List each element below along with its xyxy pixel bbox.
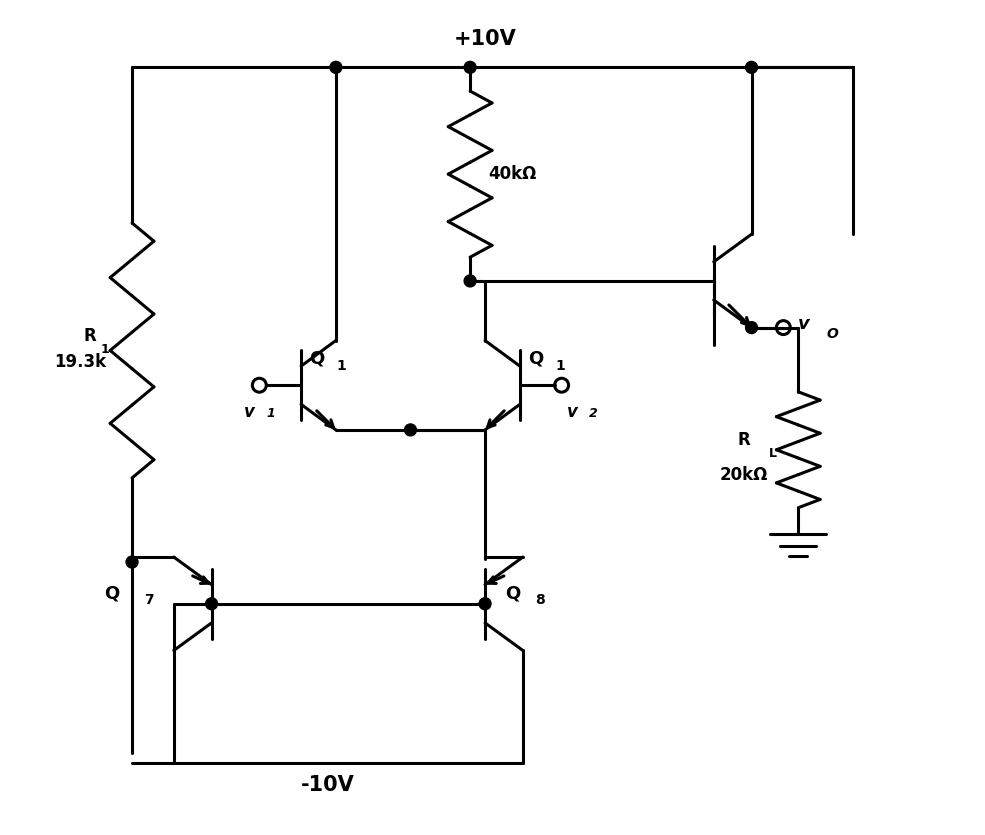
Circle shape: [746, 321, 757, 333]
Text: O: O: [826, 326, 838, 341]
Circle shape: [126, 556, 138, 568]
Circle shape: [206, 598, 218, 610]
Text: Q: Q: [505, 584, 520, 603]
Text: L: L: [768, 447, 776, 460]
Text: R: R: [737, 431, 750, 449]
Circle shape: [746, 62, 757, 73]
Text: v: v: [798, 315, 810, 332]
Text: Q: Q: [528, 349, 543, 367]
Text: -10V: -10V: [300, 775, 355, 795]
Text: 40kΩ: 40kΩ: [488, 165, 537, 183]
Text: Q: Q: [104, 584, 120, 603]
Circle shape: [330, 62, 342, 73]
Text: 1: 1: [556, 359, 565, 373]
Text: v: v: [243, 403, 254, 421]
Text: 8: 8: [535, 593, 545, 607]
Text: 2: 2: [588, 407, 597, 420]
Circle shape: [464, 275, 476, 287]
Text: R: R: [84, 326, 97, 345]
Text: +10V: +10V: [454, 29, 516, 49]
Text: 19.3k: 19.3k: [54, 353, 106, 372]
Circle shape: [464, 62, 476, 73]
Text: 1: 1: [337, 359, 347, 373]
Circle shape: [479, 598, 491, 610]
Text: 20kΩ: 20kΩ: [719, 466, 767, 483]
Text: 1: 1: [100, 342, 109, 356]
Text: v: v: [566, 403, 577, 421]
Circle shape: [405, 424, 417, 436]
Text: 1: 1: [266, 407, 275, 420]
Text: Q: Q: [309, 349, 324, 367]
Text: 7: 7: [144, 593, 154, 607]
